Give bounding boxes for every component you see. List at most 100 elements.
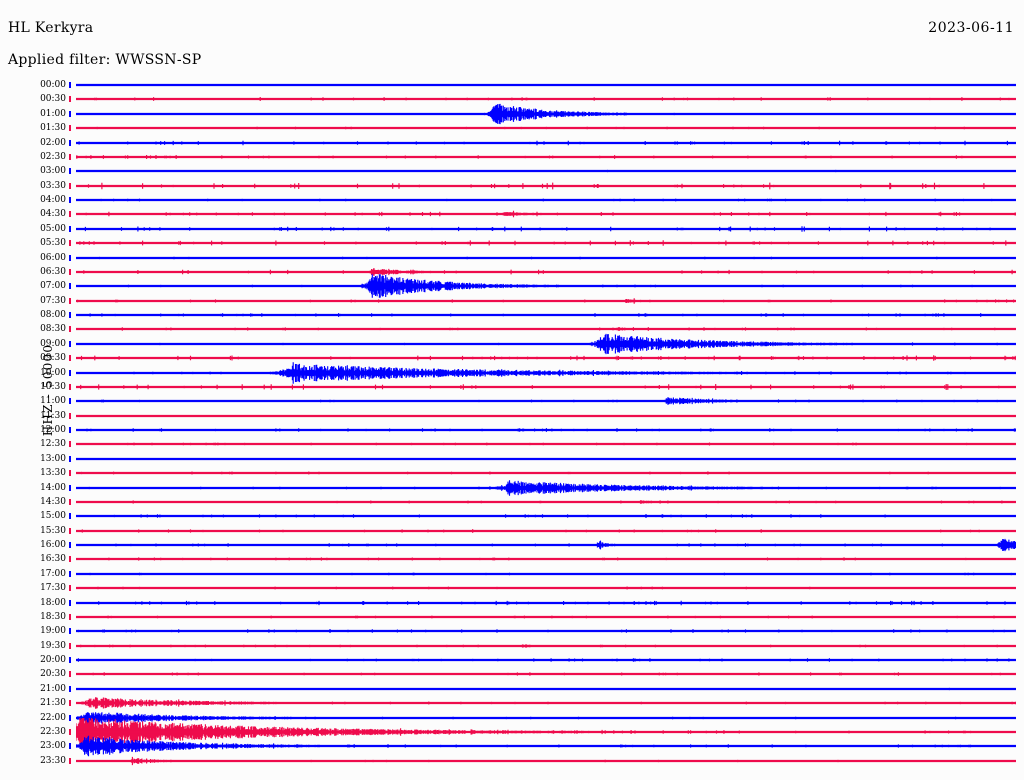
waveform-trace[interactable] [76, 315, 1016, 343]
trace-row: 09:00 [0, 333, 1024, 354]
waveform-trace[interactable] [76, 301, 1016, 329]
trace-start-tick [69, 355, 71, 362]
waveform-trace[interactable] [76, 474, 1016, 502]
trace-row: 03:30 [0, 181, 1024, 195]
trace-time-label: 10:30 [40, 381, 66, 392]
trace-start-tick [69, 369, 71, 376]
waveform-trace[interactable] [76, 560, 1016, 588]
waveform-trace[interactable] [76, 114, 1016, 142]
waveform-trace[interactable] [76, 704, 1016, 732]
waveform-trace[interactable] [76, 617, 1016, 645]
waveform-trace[interactable] [76, 502, 1016, 530]
waveform-trace[interactable] [76, 71, 1016, 99]
trace-start-tick [69, 613, 71, 620]
trace-row: 12:30 [0, 439, 1024, 453]
trace-time-label: 01:00 [40, 108, 66, 119]
trace-start-tick [69, 728, 71, 735]
trace-row: 22:00 [0, 711, 1024, 727]
trace-start-tick [69, 455, 71, 462]
trace-start-tick [69, 383, 71, 390]
trace-row: 23:30 [0, 756, 1024, 770]
waveform-trace[interactable] [76, 574, 1016, 602]
waveform-trace[interactable] [76, 387, 1016, 415]
waveform-trace[interactable] [76, 660, 1016, 688]
trace-start-tick [69, 211, 71, 218]
trace-time-label: 23:30 [40, 755, 66, 766]
trace-start-tick [69, 743, 71, 750]
trace-start-tick [69, 254, 71, 261]
waveform-trace[interactable] [76, 157, 1016, 185]
waveform-trace[interactable] [76, 459, 1016, 487]
waveform-trace[interactable] [76, 531, 1016, 559]
waveform-trace[interactable] [76, 632, 1016, 660]
waveform-trace[interactable] [76, 129, 1016, 157]
trace-row: 09:30 [0, 353, 1024, 367]
trace-start-tick [69, 283, 71, 290]
waveform-trace[interactable] [76, 287, 1016, 315]
waveform-trace[interactable] [76, 732, 1016, 760]
waveform-trace[interactable] [76, 143, 1016, 171]
trace-start-tick [69, 182, 71, 189]
trace-start-tick [69, 757, 71, 764]
waveform-trace[interactable] [76, 359, 1016, 387]
waveform-trace[interactable] [76, 258, 1016, 286]
trace-time-label: 06:00 [40, 252, 66, 263]
applied-filter-label: Applied filter: WWSSN-SP [8, 52, 202, 68]
waveform-trace[interactable] [76, 229, 1016, 257]
waveform-trace[interactable] [76, 488, 1016, 516]
waveform-trace[interactable] [76, 689, 1016, 717]
trace-time-label: 14:30 [40, 496, 66, 507]
trace-row: 05:00 [0, 224, 1024, 238]
waveform-trace[interactable] [76, 675, 1016, 703]
trace-row: 00:30 [0, 94, 1024, 108]
waveform-trace[interactable] [76, 244, 1016, 272]
waveform-trace[interactable] [76, 215, 1016, 243]
trace-time-label: 00:30 [40, 94, 66, 105]
trace-time-label: 03:00 [40, 166, 66, 177]
trace-time-label: 16:00 [40, 540, 66, 550]
trace-start-tick [69, 110, 71, 117]
waveform-trace[interactable] [76, 85, 1016, 113]
waveform-trace[interactable] [76, 747, 1016, 775]
trace-time-label: 23:00 [40, 741, 66, 752]
trace-start-tick [69, 498, 71, 505]
trace-time-label: 20:00 [40, 655, 66, 665]
trace-row: 04:00 [0, 195, 1024, 209]
trace-time-label: 03:30 [40, 180, 66, 191]
trace-row: 11:00 [0, 396, 1024, 410]
waveform-trace[interactable] [76, 430, 1016, 458]
trace-row: 21:00 [0, 684, 1024, 698]
trace-row: 18:30 [0, 612, 1024, 626]
waveform-trace[interactable] [76, 717, 1016, 746]
waveform-trace[interactable] [76, 373, 1016, 401]
waveform-trace[interactable] [76, 646, 1016, 674]
trace-row: 15:00 [0, 511, 1024, 525]
trace-row: 21:30 [0, 697, 1024, 712]
trace-start-tick [69, 96, 71, 103]
waveform-trace[interactable] [76, 272, 1016, 300]
trace-start-tick [69, 441, 71, 448]
trace-time-label: 08:30 [40, 324, 66, 335]
waveform-trace[interactable] [76, 445, 1016, 473]
waveform-trace[interactable] [76, 344, 1016, 372]
trace-time-label: 09:00 [40, 338, 66, 349]
trace-start-tick [69, 714, 71, 721]
trace-row: 13:00 [0, 454, 1024, 468]
waveform-trace[interactable] [76, 172, 1016, 200]
trace-time-label: 05:00 [40, 223, 66, 234]
trace-start-tick [69, 628, 71, 635]
waveform-trace[interactable] [76, 416, 1016, 444]
waveform-trace[interactable] [76, 402, 1016, 430]
waveform-trace[interactable] [76, 603, 1016, 631]
waveform-trace[interactable] [76, 517, 1016, 545]
waveform-trace[interactable] [76, 200, 1016, 228]
trace-row: 14:00 [0, 479, 1024, 497]
trace-time-label: 13:00 [40, 453, 66, 464]
waveform-trace[interactable] [76, 589, 1016, 617]
waveform-trace[interactable] [76, 330, 1016, 358]
waveform-trace[interactable] [76, 100, 1016, 128]
waveform-trace[interactable] [76, 186, 1016, 214]
trace-time-label: 00:00 [40, 80, 66, 90]
trace-start-tick [69, 484, 71, 491]
waveform-trace[interactable] [76, 545, 1016, 573]
